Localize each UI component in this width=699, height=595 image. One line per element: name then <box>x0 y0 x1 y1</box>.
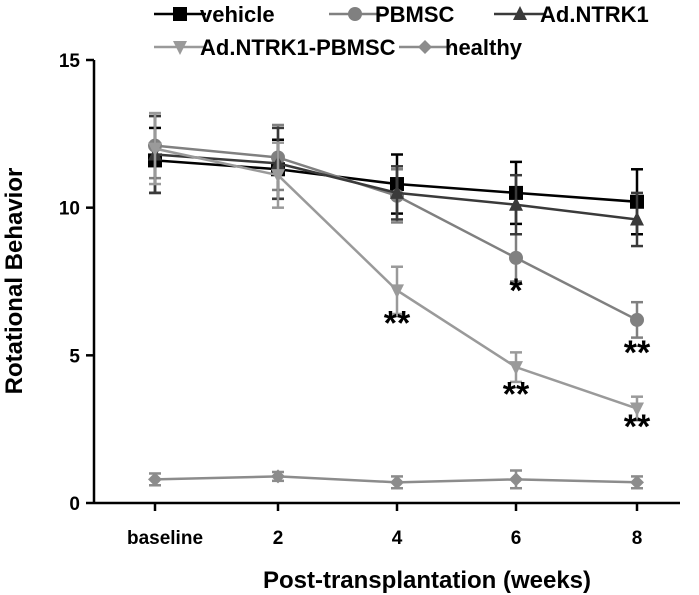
data-point-healthy-8 <box>630 475 644 490</box>
data-point-ad-ntrk1-4 <box>390 184 404 199</box>
x-tick-label-6: 6 <box>511 528 522 549</box>
data-point-healthy-4 <box>390 475 404 490</box>
data-point-pbmsc-8 <box>630 312 644 327</box>
legend: vehicle PBMSC Ad.NTRK1 Ad.NTRK1-PBMSC health… <box>154 2 649 60</box>
series-ad-ntrk1-pbmsc <box>148 111 644 422</box>
significance-annotation-2: * <box>509 272 523 310</box>
significance-annotation-3: ** <box>624 334 651 372</box>
legend-label-healthy: healthy <box>445 35 523 60</box>
legend-label-ad-ntrk1: Ad.NTRK1 <box>540 2 649 27</box>
data-point-ad-ntrk1-pbmsc-6 <box>509 361 523 376</box>
legend-marker-ad-ntrk1 <box>513 6 527 20</box>
data-point-ad-ntrk1-pbmsc-baseline <box>148 142 162 157</box>
legend-label-pbmsc: PBMSC <box>375 2 455 27</box>
axes <box>92 60 680 505</box>
series-healthy <box>148 469 644 490</box>
legend-item-vehicle: vehicle <box>154 2 275 27</box>
x-tick-label-baseline: baseline <box>127 528 203 549</box>
y-tick-label-10: 10 <box>59 199 80 220</box>
data-point-healthy-6 <box>509 472 523 487</box>
data-point-ad-ntrk1-pbmsc-8 <box>630 402 644 417</box>
y-ticks: 0 5 10 15 <box>59 51 94 515</box>
x-axis-title: Post-transplantation (weeks) <box>263 567 591 594</box>
series-ad-ntrk1 <box>148 114 644 248</box>
legend-item-healthy: healthy <box>399 35 523 60</box>
legend-label-vehicle: vehicle <box>200 2 275 27</box>
legend-marker-vehicle <box>173 7 187 21</box>
series-layer <box>148 111 644 490</box>
x-tick-label-2: 2 <box>273 528 284 549</box>
y-tick-label-15: 15 <box>59 51 81 72</box>
legend-item-pbmsc: PBMSC <box>329 2 455 27</box>
data-point-ad-ntrk1-6 <box>509 196 523 211</box>
legend-item-ad-ntrk1-pbmsc: Ad.NTRK1-PBMSC <box>154 35 396 60</box>
data-point-healthy-2 <box>271 469 285 484</box>
legend-marker-pbmsc <box>348 7 362 21</box>
legend-label-ad-ntrk1-pbmsc: Ad.NTRK1-PBMSC <box>200 35 396 60</box>
y-tick-label-5: 5 <box>69 346 80 367</box>
y-tick-label-0: 0 <box>69 494 80 515</box>
significance-annotation-5: ** <box>624 408 651 446</box>
legend-marker-ad-ntrk1-pbmsc <box>173 41 187 55</box>
legend-item-ad-ntrk1: Ad.NTRK1 <box>494 2 649 27</box>
data-point-healthy-baseline <box>148 472 162 487</box>
x-ticks: baseline 2 4 6 8 <box>127 503 642 549</box>
annotation-layer: ********* <box>384 272 651 446</box>
data-point-ad-ntrk1-pbmsc-2 <box>271 169 285 184</box>
data-point-ad-ntrk1-8 <box>630 211 644 226</box>
data-point-pbmsc-6 <box>509 250 523 265</box>
data-point-ad-ntrk1-pbmsc-4 <box>390 284 404 299</box>
significance-annotation-4: ** <box>503 376 530 414</box>
legend-marker-healthy <box>418 40 432 54</box>
x-tick-label-4: 4 <box>392 528 403 549</box>
x-tick-label-8: 8 <box>632 528 643 549</box>
y-axis-title: Rotational Behavior <box>1 168 28 395</box>
significance-annotation-1: ** <box>384 305 411 343</box>
